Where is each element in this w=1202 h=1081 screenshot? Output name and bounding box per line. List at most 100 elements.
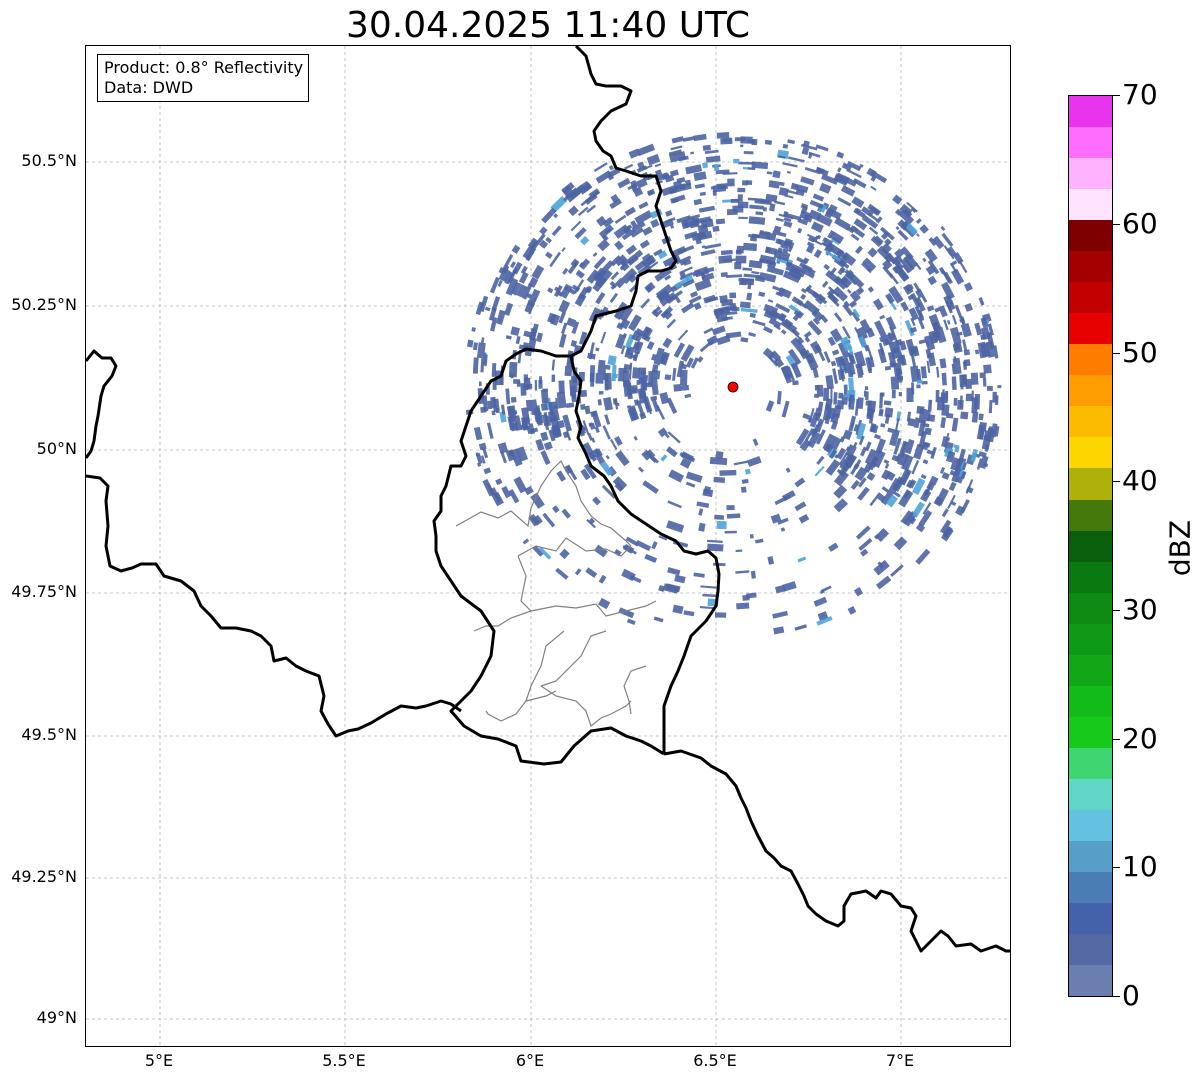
echo-cell [632, 367, 641, 379]
echo-cell [769, 350, 782, 362]
echo-cell [852, 225, 859, 232]
echo-cell [601, 234, 609, 242]
colorbar-segment [1069, 747, 1112, 779]
echo-cell [976, 458, 983, 470]
echo-cell [950, 260, 958, 267]
echo-cell [654, 267, 672, 282]
echo-cell [819, 590, 825, 595]
echo-cell [919, 224, 929, 234]
echo-cell [471, 327, 476, 332]
echo-cell [736, 245, 744, 254]
echo-cell [864, 386, 869, 391]
colorbar-segment [1069, 623, 1112, 655]
echo-cell [568, 185, 585, 200]
echo-cell [752, 319, 766, 327]
echo-cell [913, 282, 921, 293]
echo-cell [651, 377, 659, 396]
echo-cell [924, 248, 938, 263]
colorbar-segment [1069, 716, 1112, 748]
echo-cell [549, 415, 561, 434]
echo-cell [667, 431, 681, 444]
echo-cell [837, 341, 850, 359]
echo-cell [823, 263, 830, 271]
echo-cell [622, 333, 628, 339]
echo-cell [909, 326, 918, 334]
echo-cell [971, 411, 979, 423]
echo-cell [916, 379, 923, 384]
echo-cell [646, 341, 655, 350]
echo-cell [940, 417, 947, 429]
echo-cell [767, 355, 779, 367]
district-boundaries [455, 459, 657, 728]
echo-cell [799, 347, 808, 357]
echo-cell [914, 262, 922, 271]
echo-cell [782, 162, 798, 168]
echo-cell [654, 163, 662, 168]
echo-cell [482, 447, 489, 459]
echo-cell [626, 618, 636, 625]
echo-cell [853, 587, 864, 597]
echo-cell [900, 301, 909, 312]
echo-cell [579, 180, 592, 193]
echo-cell [515, 335, 521, 345]
echo-cell [561, 322, 568, 335]
echo-cell [951, 268, 965, 285]
echo-cell [561, 247, 566, 252]
echo-cell [941, 527, 954, 542]
echo-cell [532, 545, 544, 557]
echo-cell [786, 170, 791, 174]
echo-cell [670, 194, 686, 204]
echo-cell [824, 244, 833, 253]
echo-cell [769, 309, 786, 322]
echo-cell [804, 427, 814, 442]
echo-cell [863, 390, 867, 397]
echo-cell [878, 408, 884, 417]
echo-cell [690, 290, 699, 298]
echo-cell [855, 419, 862, 436]
echo-cell [578, 331, 588, 346]
echo-cell [828, 204, 838, 213]
echo-cell [915, 289, 922, 299]
echo-cell [594, 544, 608, 558]
echo-cell [677, 329, 689, 341]
echo-cell [647, 190, 654, 196]
echo-cell [513, 476, 528, 494]
colorbar-tick-label: 10 [1122, 850, 1158, 883]
colorbar-segment [1069, 871, 1112, 903]
echo-cell [597, 238, 610, 252]
echo-cell [540, 450, 551, 465]
echo-cell [824, 208, 834, 219]
echo-cell [763, 325, 774, 334]
echo-cell [927, 275, 937, 286]
echo-cell [913, 417, 921, 429]
echo-cell [904, 438, 915, 455]
echo-cell [947, 320, 951, 325]
echo-cell [605, 455, 610, 460]
echo-cell [868, 368, 873, 374]
echo-cell [925, 348, 932, 359]
echo-cell [657, 250, 668, 260]
echo-cell [880, 423, 886, 428]
echo-cell [616, 322, 625, 331]
echo-cell [740, 337, 749, 343]
echo-cell [679, 271, 687, 279]
echo-cell [586, 204, 596, 214]
echo-cell [658, 584, 666, 592]
echo-cell [720, 137, 733, 145]
echo-cell [690, 151, 694, 155]
echo-cell [775, 291, 784, 298]
echo-cell [651, 364, 659, 373]
echo-cell [682, 220, 690, 229]
echo-cell [720, 272, 728, 278]
echo-cell [891, 389, 896, 399]
echo-cell [765, 246, 771, 253]
echo-cell [801, 143, 818, 151]
echo-cell [982, 377, 987, 387]
echo-cell [530, 492, 545, 509]
echo-cell [760, 198, 770, 204]
echo-cell [938, 305, 948, 318]
echo-cell [979, 455, 989, 470]
echo-cell [575, 269, 585, 279]
colorbar-segment [1069, 220, 1112, 252]
colorbar-segment [1069, 189, 1112, 221]
